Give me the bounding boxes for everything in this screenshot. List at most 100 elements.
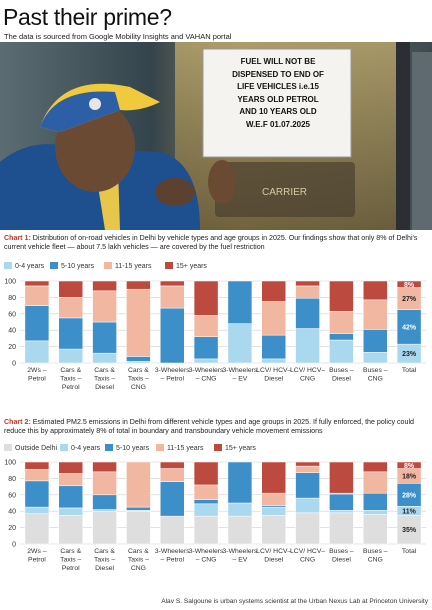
- bar-segment-cars-taxis-diesel-outside-delhi: [92, 510, 117, 545]
- bar-segment-buses-cng-11-15-years: [363, 299, 388, 330]
- bar-segment-buses-cng-5-10-years: [363, 492, 388, 511]
- legend-item: 0-4 years: [60, 444, 100, 452]
- x-tick-label: 2Ws –: [27, 548, 46, 555]
- x-tick-label: LCV/ HCV–: [290, 548, 325, 555]
- bar-segment-cars-taxis-cng-5-10-years: [126, 356, 151, 362]
- x-tick-label: Taxis –: [94, 557, 115, 564]
- y-tick-label: 60: [8, 311, 16, 318]
- x-tick-label: CNG: [300, 376, 315, 383]
- x-tick-label: LCV/ HCV–: [256, 367, 291, 374]
- data-label: 8%: [404, 463, 415, 470]
- bar-segment-lcv-hcv-diesel-0-4-years: [261, 358, 286, 364]
- x-tick-label: Buses –: [329, 367, 354, 374]
- x-tick-label: Cars &: [94, 367, 115, 374]
- page-subtitle: The data is sourced from Google Mobility…: [4, 32, 232, 41]
- bar-segment-2ws-petrol-15-years: [24, 280, 50, 287]
- x-tick-label: Cars &: [60, 548, 81, 555]
- bar-segment-cars-taxis-diesel-15-years: [92, 461, 117, 473]
- bar-segment-lcv-hcv-cng-11-15-years: [295, 285, 320, 299]
- x-tick-label: – Petrol: [161, 557, 185, 564]
- bar-segment-lcv-hcv-cng-5-10-years: [295, 297, 320, 329]
- bar-segment-3-wheelers-cng-15-years: [193, 461, 219, 486]
- x-tick-label: 3-Wheelers: [189, 548, 224, 555]
- bar-segment-buses-cng-0-4-years: [363, 352, 388, 364]
- legend-label: 15+ years: [225, 445, 256, 452]
- bar-segment-cars-taxis-petrol-5-10-years: [58, 485, 83, 509]
- bar-segment-3-wheelers-cng-0-4-years: [193, 503, 219, 517]
- y-tick-label: 60: [8, 492, 16, 499]
- legend-label: 15+ years: [176, 263, 207, 270]
- bar-segment-cars-taxis-cng-5-10-years: [126, 506, 151, 511]
- bar-segment-3-wheelers-ev-outside-delhi: [227, 515, 253, 545]
- bar-segment-buses-cng-0-4-years: [363, 510, 388, 515]
- x-tick-label: Diesel: [95, 384, 114, 391]
- legend-label: Outside Delhi: [15, 445, 58, 452]
- bar-segment-cars-taxis-diesel-11-15-years: [92, 471, 117, 496]
- sign-line: YEARS OLD PETROL: [237, 94, 319, 104]
- bar-segment-cars-taxis-cng-11-15-years: [126, 461, 151, 508]
- x-tick-label: LCV/ HCV–: [290, 367, 325, 374]
- bar-segment-cars-taxis-petrol-11-15-years: [58, 473, 83, 487]
- legend-label: 11-15 years: [115, 263, 152, 270]
- legend-item: 11-15 years: [156, 444, 203, 452]
- notice-sign-text: FUEL WILL NOT BE DISPENSED TO END OF LIF…: [210, 56, 346, 131]
- x-tick-label: Diesel: [264, 557, 283, 564]
- chart1-caption-text: Distribution of on-road vehicles in Delh…: [4, 234, 418, 251]
- bar-segment-cars-taxis-diesel-11-15-years: [92, 290, 117, 323]
- bar-segment-lcv-hcv-diesel-5-10-years: [261, 334, 286, 360]
- y-tick-label: 40: [8, 509, 16, 516]
- bar-segment-lcv-hcv-cng-0-4-years: [295, 497, 320, 514]
- x-tick-label: – Petrol: [161, 376, 185, 383]
- x-tick-label: 3-Wheelers: [155, 548, 190, 555]
- bar-segment-buses-cng-11-15-years: [363, 471, 388, 494]
- bar-segment-2ws-petrol-5-10-years: [24, 305, 50, 342]
- data-label: 27%: [402, 296, 417, 303]
- chart2-caption: Chart 2: Estimated PM2.5 emissions in De…: [4, 418, 428, 436]
- bar-segment-cars-taxis-petrol-outside-delhi: [58, 515, 83, 545]
- x-tick-label: LCV/ HCV–: [256, 548, 291, 555]
- bar-segment-buses-cng-5-10-years: [363, 329, 388, 353]
- y-tick-label: 100: [4, 279, 16, 286]
- bar-segment-2ws-petrol-11-15-years: [24, 285, 50, 306]
- x-tick-label: Taxis –: [94, 376, 115, 383]
- bar-segment-lcv-hcv-cng-0-4-years: [295, 328, 320, 364]
- bar-segment-3-wheelers-cng-11-15-years: [193, 484, 219, 500]
- bar-segment-3-wheelers-petrol-15-years: [160, 280, 185, 287]
- chart2-label: Chart 2:: [4, 418, 31, 426]
- bar-segment-cars-taxis-petrol-0-4-years: [58, 348, 83, 364]
- bar-segment-lcv-hcv-diesel-0-4-years: [261, 506, 286, 516]
- x-tick-label: – CNG: [196, 557, 217, 564]
- legend-item: 0-4 years: [4, 262, 44, 270]
- bar-segment-lcv-hcv-cng-15-years: [295, 461, 320, 467]
- x-tick-label: CNG: [368, 376, 383, 383]
- page-title: Past their prime?: [3, 4, 172, 30]
- x-tick-label: Diesel: [95, 565, 114, 572]
- legend-swatch: [214, 444, 222, 451]
- bar-segment-lcv-hcv-cng-15-years: [295, 280, 320, 287]
- bar-segment-2ws-petrol-11-15-years: [24, 469, 50, 482]
- bar-segment-buses-diesel-5-10-years: [329, 333, 354, 341]
- legend-swatch: [60, 444, 68, 451]
- data-label: 35%: [402, 527, 417, 534]
- legend-label: 11-15 years: [167, 445, 204, 452]
- bar-segment-cars-taxis-petrol-15-years: [58, 280, 83, 298]
- bar-segment-buses-cng-15-years: [363, 461, 388, 473]
- legend-label: 0-4 years: [15, 263, 45, 270]
- data-label: 11%: [402, 508, 416, 515]
- bar-segment-3-wheelers-ev-5-10-years: [227, 280, 253, 324]
- pump-text: CARRIER: [262, 187, 307, 198]
- bar-segment-3-wheelers-ev-0-4-years: [227, 502, 253, 517]
- data-label: 18%: [402, 473, 417, 480]
- x-tick-label: CNG: [368, 557, 383, 564]
- bar-segment-buses-diesel-outside-delhi: [329, 512, 354, 545]
- x-tick-label: Buses –: [363, 548, 388, 555]
- bar-segment-buses-cng-15-years: [363, 280, 388, 301]
- x-tick-label: Total: [402, 367, 417, 374]
- bar-segment-lcv-hcv-diesel-outside-delhi: [261, 515, 286, 545]
- legend-item: 5-10 years: [50, 262, 94, 270]
- x-tick-label: Buses –: [363, 367, 388, 374]
- y-tick-label: 20: [8, 344, 16, 351]
- x-tick-label: Cars &: [60, 367, 81, 374]
